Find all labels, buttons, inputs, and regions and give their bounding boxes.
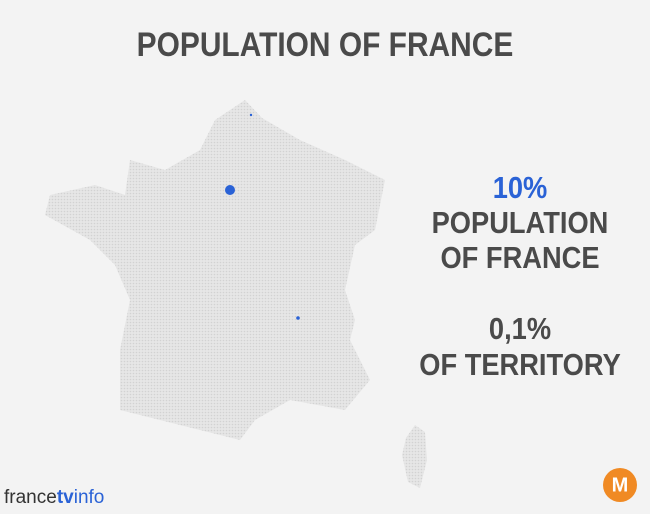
stat-label: OF TERRITORY (419, 349, 620, 383)
stat-value: 10% (493, 172, 548, 206)
logo: francetvinfo (4, 487, 104, 508)
lyon-area (296, 316, 300, 320)
logo-part: info (74, 487, 105, 508)
logo-part: france (4, 487, 57, 508)
stat-label: OF FRANCE (440, 242, 599, 276)
map-france (45, 100, 385, 440)
paris-area (225, 185, 235, 195)
lille-area (249, 113, 253, 117)
map-corsica (402, 425, 427, 488)
badge (603, 468, 637, 502)
badge-letter: M (612, 474, 629, 496)
title: POPULATION OF FRANCE (137, 25, 514, 63)
stats: 10% POPULATION OF FRANCE 0,1% OF TERRITO… (419, 172, 620, 383)
stat-value: 0,1% (489, 313, 551, 347)
logo-part: tv (57, 487, 74, 508)
stat-label: POPULATION (432, 207, 609, 241)
